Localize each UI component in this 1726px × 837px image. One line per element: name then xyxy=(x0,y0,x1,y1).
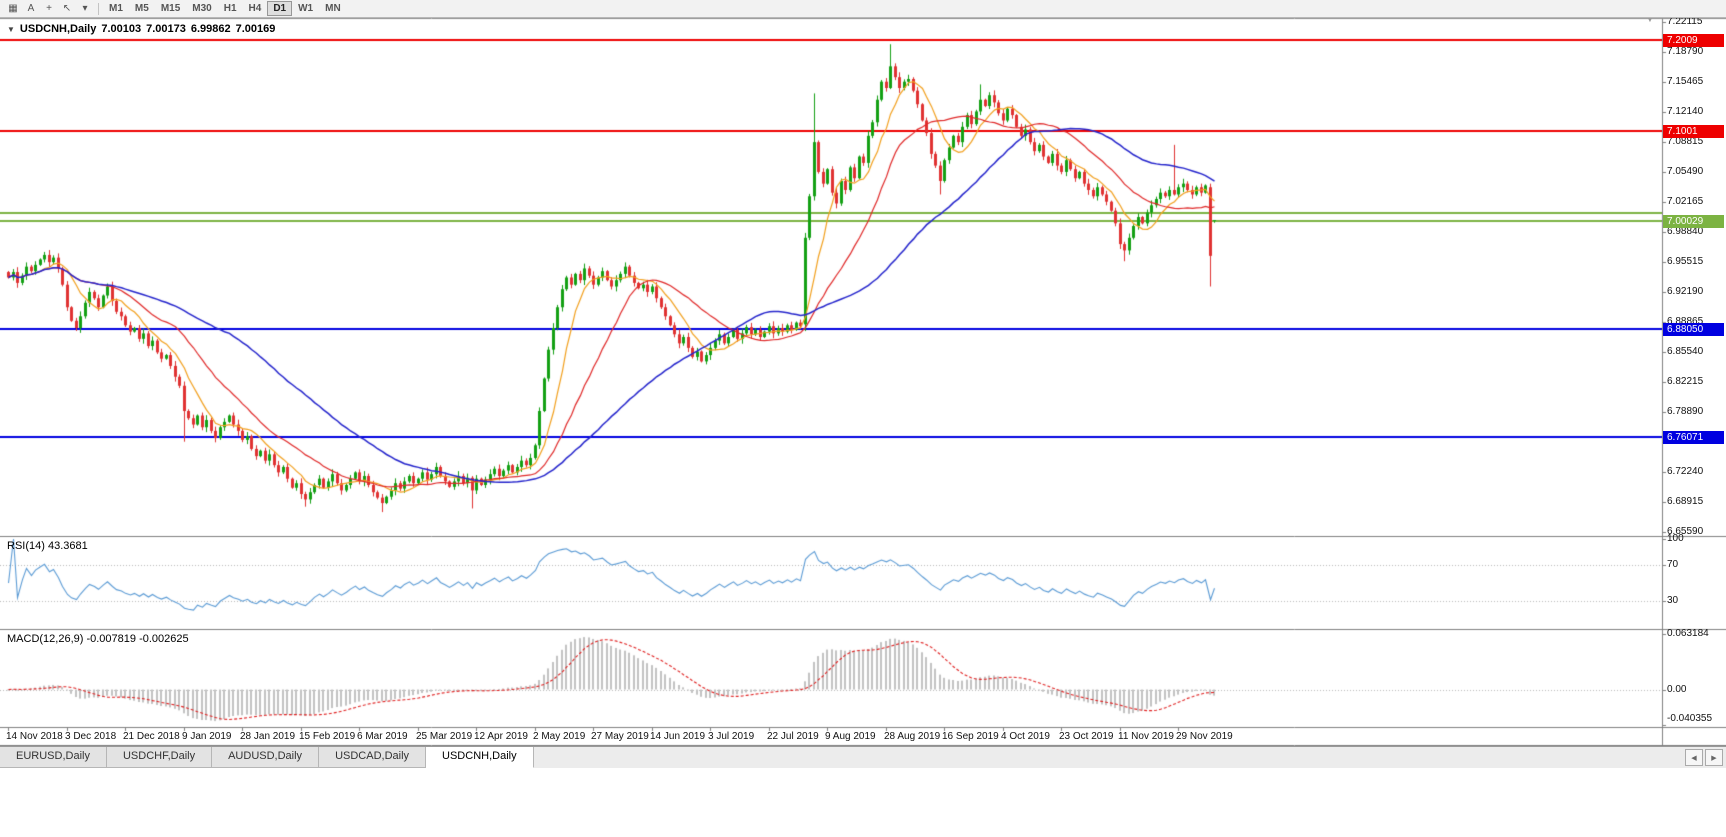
chart-window-icon[interactable]: ▦ xyxy=(8,3,18,14)
chart-tab-audusd[interactable]: AUDUSD,Daily xyxy=(212,747,320,768)
panel-divider-macd[interactable] xyxy=(0,626,1662,632)
text-tool-icon[interactable]: A xyxy=(27,3,35,14)
crosshair-icon[interactable]: + xyxy=(46,3,52,14)
timeframe-h1-button[interactable]: H1 xyxy=(223,3,237,14)
timeframe-m15-button[interactable]: M15 xyxy=(160,3,181,14)
timeframe-d1-button[interactable]: D1 xyxy=(267,1,293,16)
tab-scroll-buttons: ◀ ▶ xyxy=(1685,749,1723,766)
chart-canvas[interactable] xyxy=(0,0,1726,746)
chart-tab-usdcad[interactable]: USDCAD,Daily xyxy=(319,747,427,768)
price-axis[interactable] xyxy=(1662,18,1726,746)
time-axis[interactable] xyxy=(0,727,1662,746)
tab-scroll-right-button[interactable]: ▶ xyxy=(1705,749,1723,766)
timeframe-m5-button[interactable]: M5 xyxy=(134,3,149,14)
tab-scroll-left-button[interactable]: ◀ xyxy=(1685,749,1703,766)
timeframe-m30-button[interactable]: M30 xyxy=(192,3,212,14)
tab-scroll-left-icon: ◀ xyxy=(1691,754,1697,762)
chart-tab-usdcnh[interactable]: USDCNH,Daily xyxy=(426,747,534,768)
chart-tab-eurusd[interactable]: EURUSD,Daily xyxy=(0,747,107,768)
tab-scroll-right-icon: ▶ xyxy=(1711,754,1717,762)
cursor-tool-icon[interactable]: ↖ xyxy=(62,3,72,14)
top-toolbar: ▦ A + ↖ ▾ M1 M5 M15 M30 H1 H4 D1 W1 MN xyxy=(0,0,1726,18)
panel-divider-rsi[interactable] xyxy=(0,533,1662,539)
dropdown-chevron-icon[interactable]: ▾ xyxy=(82,3,88,14)
timeframe-m1-button[interactable]: M1 xyxy=(109,3,123,14)
timeframe-w1-button[interactable]: W1 xyxy=(298,3,314,14)
chart-tab-bar: EURUSD,Daily USDCHF,Daily AUDUSD,Daily USDC… xyxy=(0,746,1726,768)
toolbar-separator xyxy=(98,2,99,15)
chart-tab-usdchf[interactable]: USDCHF,Daily xyxy=(106,747,213,768)
timeframe-h4-button[interactable]: H4 xyxy=(248,3,262,14)
timeframe-mn-button[interactable]: MN xyxy=(325,3,341,14)
